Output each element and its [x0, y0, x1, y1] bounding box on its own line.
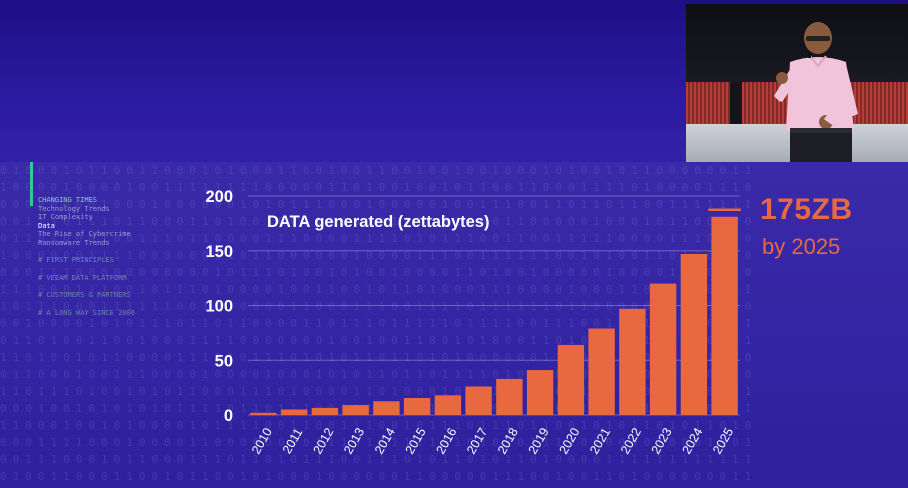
x-tick-label: 2025 — [710, 425, 736, 456]
speaker-video-inset — [686, 4, 908, 162]
stage-divider — [730, 82, 742, 124]
y-tick-label: 50 — [215, 352, 233, 370]
y-tick-label: 100 — [205, 298, 233, 316]
x-tick-label: 2017 — [464, 425, 490, 456]
bar-2021 — [588, 328, 615, 415]
x-tick-label: 2023 — [649, 425, 675, 456]
bar-2011 — [280, 409, 308, 415]
x-tick-label: 2024 — [679, 425, 705, 456]
x-tick-label: 2019 — [526, 425, 552, 456]
y-tick-label: 0 — [224, 407, 233, 425]
bar-2010 — [250, 412, 277, 415]
bar-2022 — [619, 308, 646, 415]
agenda-accent-bar — [30, 162, 33, 206]
y-tick-label: 150 — [205, 243, 233, 261]
presenter-figure — [774, 22, 858, 162]
bars — [250, 216, 738, 415]
slide: 0100010110011000101000110010011001001001… — [0, 162, 908, 488]
y-tick-label: 200 — [205, 188, 233, 206]
x-tick-label: 2010 — [249, 425, 275, 456]
x-tick-label: 2015 — [403, 425, 429, 456]
agenda-sidebar: CHANGING TIMES Technology Trends IT Comple… — [30, 162, 180, 317]
bar-2019 — [526, 370, 554, 415]
agenda-item: Ransomware Trends — [38, 238, 110, 247]
x-tick-label: 2013 — [341, 425, 367, 456]
chart-title: DATA generated (zettabytes) — [267, 213, 489, 231]
agenda-item: IT Complexity — [38, 213, 93, 221]
agenda-item: # A LONG WAY SINCE 2006 — [38, 308, 135, 317]
x-tick-label: 2014 — [372, 425, 398, 456]
bar-2018 — [496, 378, 523, 415]
bar-2017 — [465, 386, 492, 415]
bar-2012 — [311, 407, 339, 415]
agenda-item: Data — [38, 221, 55, 230]
callout-subtitle: by 2025 — [762, 234, 841, 259]
agenda-item: CHANGING TIMES — [38, 196, 98, 204]
bar-2025 — [711, 216, 738, 415]
x-tick-label: 2011 — [280, 426, 306, 456]
bar-2023 — [649, 283, 677, 415]
agenda-list: CHANGING TIMES Technology Trends IT Comple… — [38, 196, 188, 317]
bar-2024 — [680, 254, 708, 415]
bar-2016 — [434, 395, 462, 415]
x-tick-label: 2020 — [556, 425, 582, 456]
agenda-item: # CUSTOMERS & PARTNERS — [38, 291, 131, 299]
callout-value: 175ZB — [760, 193, 853, 226]
x-tick-label: 2018 — [495, 425, 521, 456]
agenda-item: The Rise of Cybercrime — [38, 230, 131, 238]
agenda-item: Technology Trends — [38, 204, 110, 213]
agenda-item: # VEEAM DATA PLATFORM — [38, 273, 127, 282]
y-axis-ticks: 0 50 100 150 200 — [205, 188, 233, 425]
x-tick-label: 2021 — [587, 425, 613, 456]
bar-2014 — [373, 401, 400, 415]
x-tick-label: 2022 — [618, 425, 644, 456]
bar-2020 — [557, 344, 585, 415]
bar-2013 — [342, 405, 369, 415]
bar-2015 — [403, 398, 431, 415]
x-tick-label: 2012 — [310, 425, 336, 456]
agenda-item: # FIRST PRINCIPLES — [38, 256, 114, 264]
x-tick-label: 2016 — [433, 425, 459, 456]
x-axis-ticks: 2010 2011 2012 2013 2014 2015 2016 2017 2018 2019… — [249, 425, 736, 456]
